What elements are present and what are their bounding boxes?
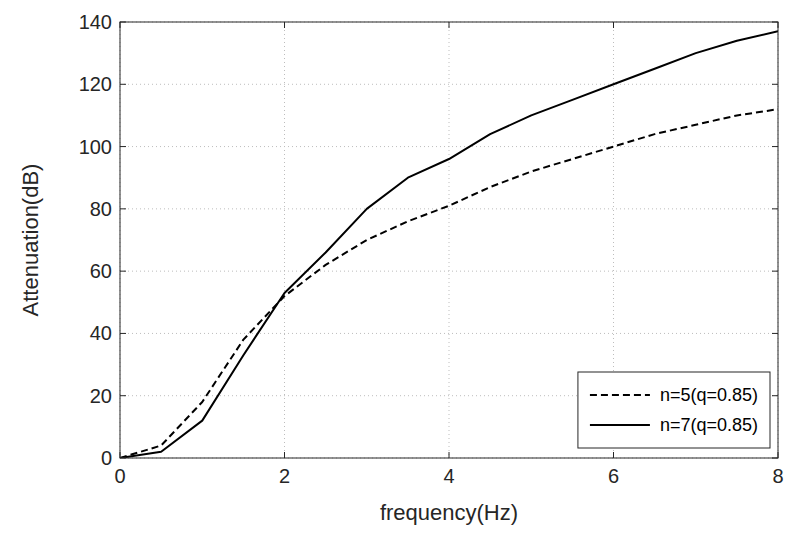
y-tick (772, 271, 778, 272)
x-tick (778, 452, 779, 458)
y-tick (120, 208, 126, 209)
y-tick (120, 395, 126, 396)
x-tick (120, 22, 121, 28)
y-grid (120, 333, 778, 334)
series-line (120, 109, 778, 458)
y-tick (772, 208, 778, 209)
legend-swatch (590, 394, 650, 396)
y-tick (772, 458, 778, 459)
y-tick-label: 40 (90, 322, 112, 344)
legend-label: n=5(q=0.85) (660, 385, 758, 405)
x-tick (120, 452, 121, 458)
y-tick (120, 458, 126, 459)
x-tick (284, 452, 285, 458)
x-grid (449, 22, 450, 458)
legend: n=5(q=0.85) n=7(q=0.85) (578, 372, 770, 448)
x-tick-label: 8 (772, 465, 783, 487)
background (0, 0, 792, 538)
y-tick (772, 84, 778, 85)
y-tick (772, 333, 778, 334)
x-tick (778, 22, 779, 28)
y-grid (120, 271, 778, 272)
y-tick-label: 20 (90, 385, 112, 407)
x-tick (449, 452, 450, 458)
y-tick (120, 146, 126, 147)
y-grid (120, 208, 778, 209)
y-grid (120, 146, 778, 147)
y-tick (772, 22, 778, 23)
series-group (120, 31, 778, 458)
x-tick-label: 4 (443, 465, 454, 487)
x-axis-title: frequency(Hz) (380, 500, 518, 525)
series-line (120, 31, 778, 458)
legend-label: n=7(q=0.85) (660, 415, 758, 435)
frame (120, 22, 778, 458)
y-tick (772, 395, 778, 396)
x-tick (284, 22, 285, 28)
y-tick-label: 120 (79, 73, 112, 95)
x-tick-label: 2 (279, 465, 290, 487)
legend-box (578, 372, 770, 448)
x-tick-label: 0 (114, 465, 125, 487)
y-grid (120, 84, 778, 85)
y-tick (120, 333, 126, 334)
y-tick (120, 271, 126, 272)
y-tick-label: 100 (79, 136, 112, 158)
x-tick (449, 22, 450, 28)
y-tick (772, 146, 778, 147)
y-tick-label: 140 (79, 11, 112, 33)
x-tick (613, 22, 614, 28)
y-axis-title: Attenuation(dB) (18, 164, 43, 317)
y-tick (120, 22, 126, 23)
y-tick-label: 80 (90, 198, 112, 220)
y-tick (120, 84, 126, 85)
chart: 02468020406080100120140frequency(Hz)Atte… (0, 0, 792, 538)
y-tick-label: 60 (90, 260, 112, 282)
x-tick (613, 452, 614, 458)
x-grid (284, 22, 285, 458)
legend-swatch (590, 424, 650, 426)
x-tick-label: 6 (608, 465, 619, 487)
y-tick-label: 0 (101, 447, 112, 469)
